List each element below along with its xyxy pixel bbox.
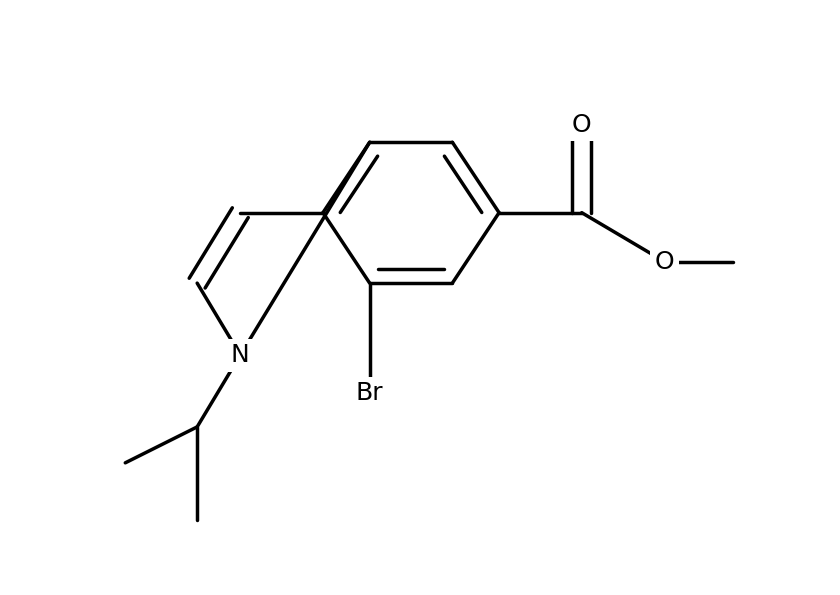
Text: O: O [654,249,675,274]
Text: O: O [572,113,591,137]
Text: N: N [231,343,249,367]
Text: Br: Br [356,381,384,405]
